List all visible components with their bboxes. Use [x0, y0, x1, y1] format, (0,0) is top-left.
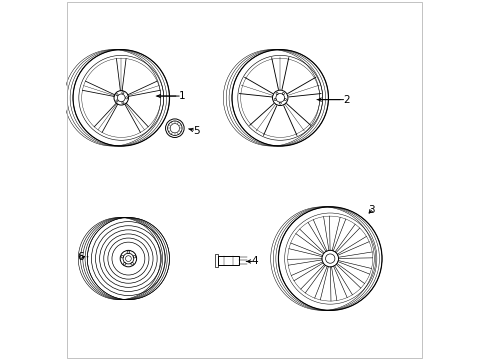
Text: 5: 5	[188, 126, 199, 136]
Text: 4: 4	[245, 256, 258, 266]
Text: 2: 2	[316, 95, 349, 105]
Text: 3: 3	[367, 205, 374, 215]
Bar	[218, 256, 238, 265]
Text: 6: 6	[78, 252, 88, 262]
Bar	[215, 254, 218, 267]
Text: 1: 1	[156, 91, 185, 101]
